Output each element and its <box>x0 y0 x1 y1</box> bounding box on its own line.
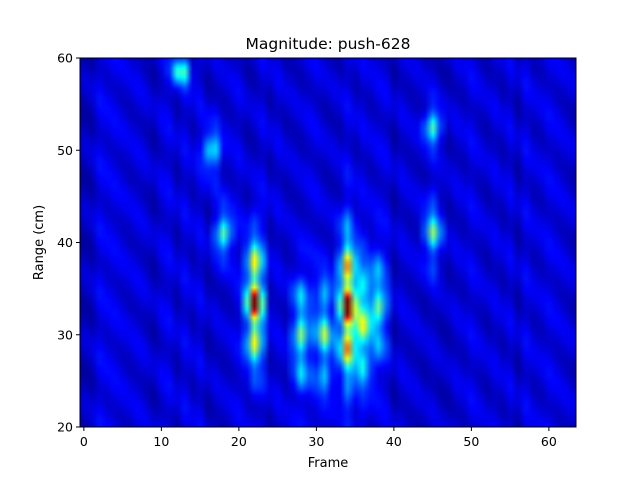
plot-area <box>79 57 577 428</box>
heatmap-image <box>80 58 576 427</box>
y-tick-label: 40 <box>57 235 73 250</box>
x-tick-label: 50 <box>463 434 479 449</box>
x-tick-label: 40 <box>386 434 402 449</box>
y-tick-label: 20 <box>57 420 73 435</box>
y-axis: 20 30 40 50 60 <box>57 51 80 435</box>
x-axis-label: Frame <box>308 456 349 471</box>
x-axis: 0 10 20 30 40 50 60 <box>80 427 557 449</box>
y-tick-label: 50 <box>57 143 73 158</box>
x-tick-label: 20 <box>231 434 247 449</box>
y-tick-label: 30 <box>57 327 73 342</box>
y-axis-label: Range (cm) <box>32 205 47 280</box>
chart-title: Magnitude: push-628 <box>245 35 410 53</box>
x-tick-label: 30 <box>308 434 324 449</box>
x-tick-label: 0 <box>80 434 88 449</box>
x-tick-label: 10 <box>153 434 169 449</box>
y-tick-label: 60 <box>57 51 73 66</box>
x-tick-label: 60 <box>541 434 557 449</box>
